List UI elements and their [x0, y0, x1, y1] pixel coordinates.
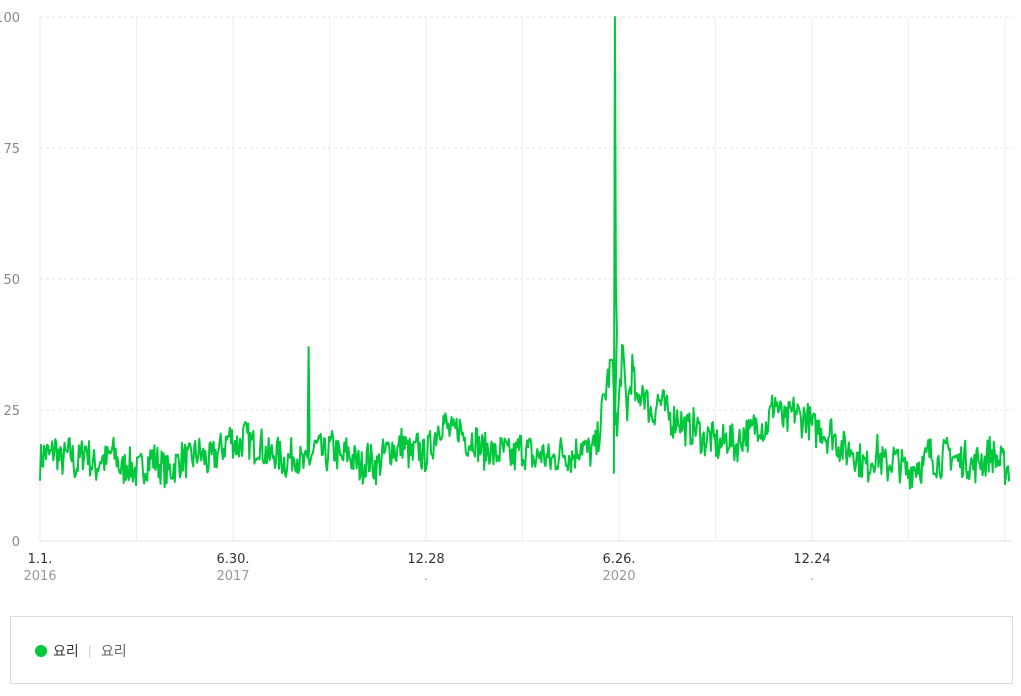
- legend-label-primary: 요리: [53, 644, 79, 660]
- y-tick-label: 25: [3, 404, 20, 419]
- y-tick-label: 0: [12, 535, 20, 550]
- y-tick-label: 50: [3, 273, 20, 288]
- legend-label-secondary: 요리: [100, 644, 127, 660]
- x-tick-sublabel: .: [810, 569, 814, 584]
- legend-item-cooking[interactable]: 요리 | 요리: [35, 641, 127, 661]
- series-line-cooking: [39, 16, 1011, 490]
- legend-box: 요리 | 요리: [10, 616, 1013, 684]
- y-axis: 0 25 50 75 100: [0, 11, 20, 550]
- trend-line-chart: 0 25 50 75 100 1.1. 2016 6.30. 2017 12.28. 6.26. 2…: [0, 11, 1013, 584]
- y-tick-label: 75: [3, 142, 20, 157]
- x-tick-sublabel: 2016: [23, 569, 56, 584]
- x-tick-label: 12.28: [407, 552, 444, 567]
- x-tick-sublabel: 2017: [216, 569, 249, 584]
- series-group: [39, 16, 1011, 490]
- x-tick-label: 6.30.: [216, 552, 249, 567]
- x-tick-sublabel: .: [424, 569, 428, 584]
- x-tick-label: 12.24: [793, 552, 830, 567]
- x-tick-label: 1.1.: [28, 552, 53, 567]
- x-tick-label: 6.26.: [602, 552, 635, 567]
- y-tick-label: 100: [0, 11, 20, 26]
- legend-dot-icon: [35, 645, 47, 657]
- legend-separator: |: [87, 644, 92, 658]
- x-axis: 1.1. 2016 6.30. 2017 12.28. 6.26. 2020 12.24.: [23, 552, 830, 584]
- x-tick-sublabel: 2020: [602, 569, 635, 584]
